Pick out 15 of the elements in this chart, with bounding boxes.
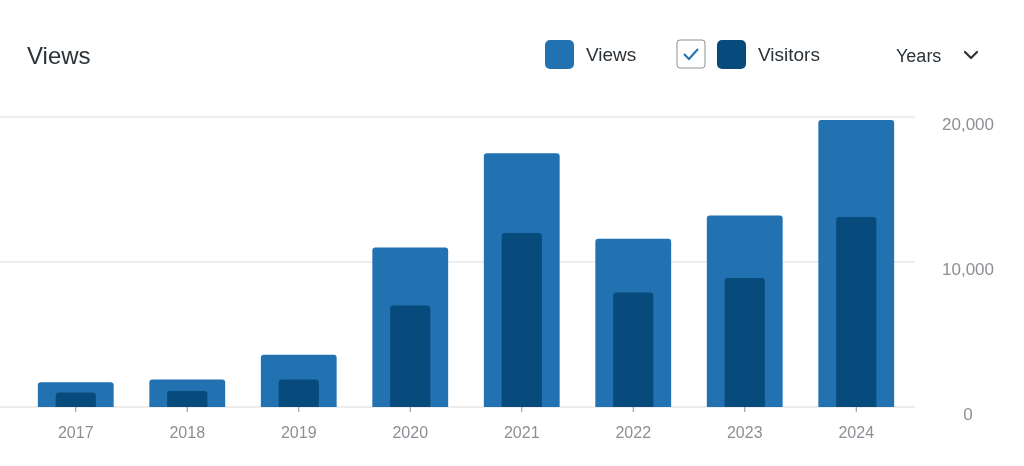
text: Years [896,46,942,66]
x-tick-label: 2019 [280,424,317,441]
legend-label: Views [586,44,637,65]
x-tick-label: 2024 [838,424,875,441]
chart-title: Views [27,42,91,69]
y-tick-label: 10,000 [942,260,994,279]
x-tick-label: 2023 [726,424,763,441]
x-tick-label: 2018 [169,424,206,441]
y-tick-label: 0 [963,405,973,424]
x-tick-label: 2022 [615,424,652,441]
legend-label: Visitors [758,44,820,65]
x-tick-label: 2017 [57,424,94,441]
x-tick-label: 2021 [503,424,540,441]
x-tick-label: 2020 [392,424,429,441]
y-tick-label: 20,000 [942,115,994,134]
